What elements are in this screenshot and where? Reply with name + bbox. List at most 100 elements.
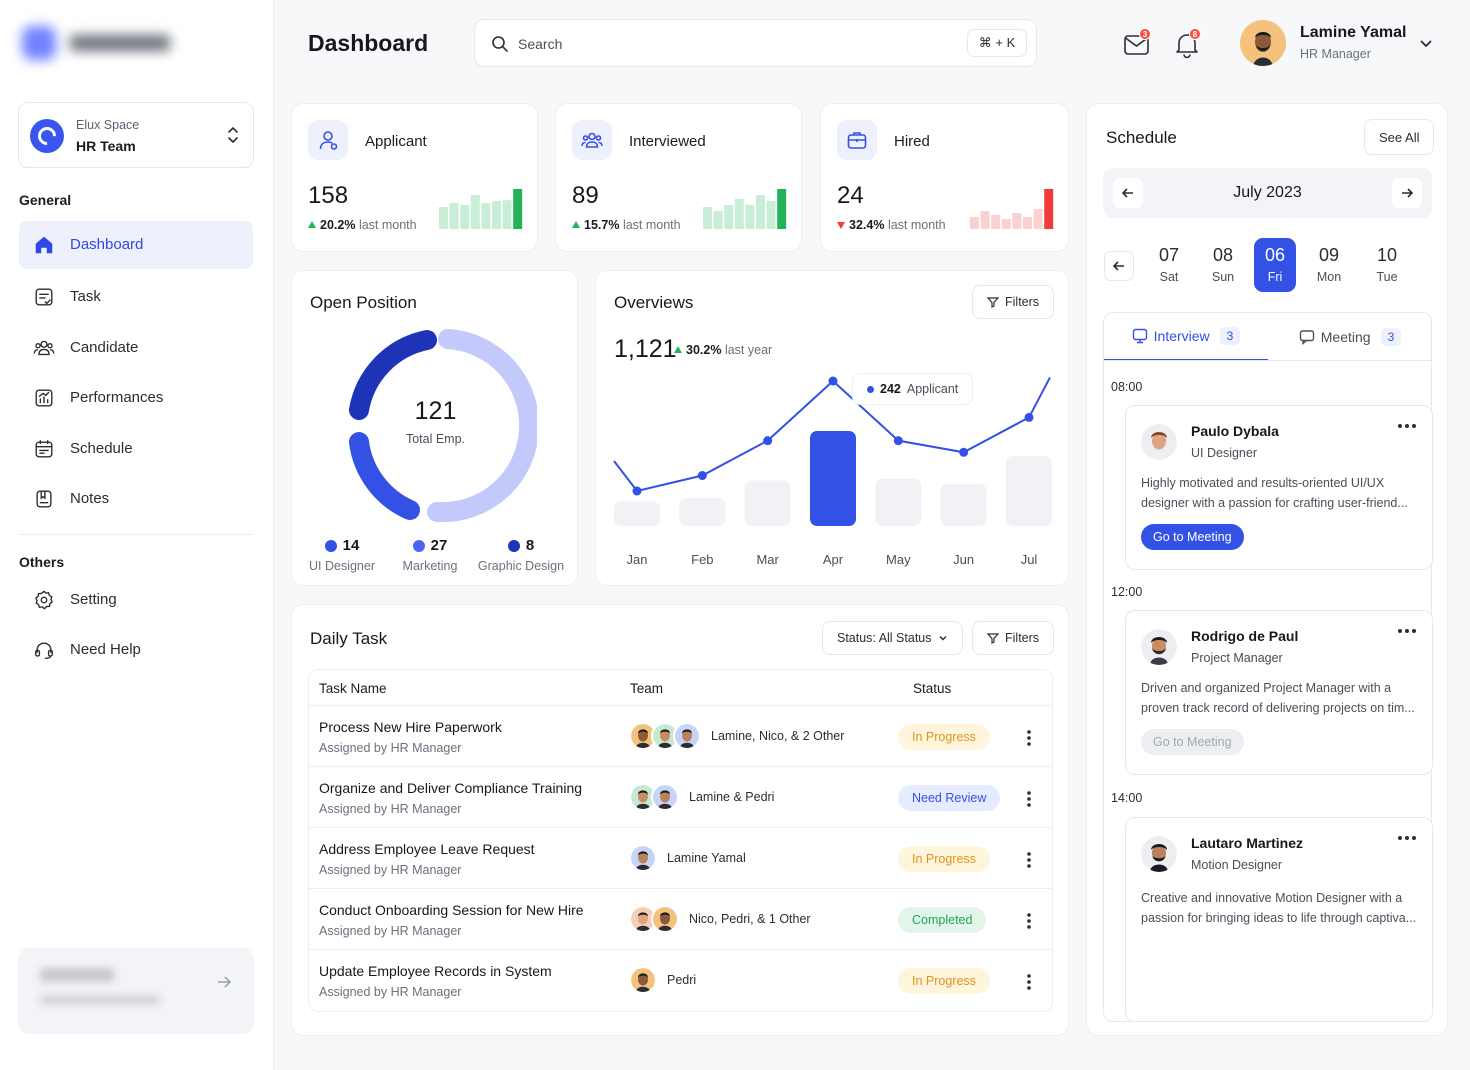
sidebar-item-label: Notes [70, 490, 110, 507]
user-name: Lamine Yamal [1300, 24, 1407, 41]
x-tick-label: Apr [823, 552, 844, 567]
sidebar-item-performances[interactable]: Performances [19, 374, 253, 422]
stat-title: Interviewed [629, 133, 706, 150]
sidebar-item-candidate[interactable]: Candidate [19, 324, 253, 372]
go-to-meeting-button[interactable]: Go to Meeting [1141, 524, 1244, 550]
status-badge: Need Review [898, 785, 1001, 811]
sidebar-item-label: Setting [70, 591, 117, 608]
donut-total: 121 [414, 397, 457, 425]
search-shortcut: ⌘ + K [967, 29, 1027, 57]
card-title: Schedule [1106, 128, 1177, 147]
sidebar-item-label: Candidate [70, 339, 139, 356]
user-avatar[interactable] [1240, 20, 1286, 66]
sidebar-item-need-help[interactable]: Need Help [19, 626, 253, 674]
more-vertical-icon[interactable] [1019, 789, 1039, 809]
time-label: 12:00 [1111, 585, 1143, 599]
data-point [1024, 412, 1034, 422]
next-month-button[interactable] [1392, 178, 1422, 208]
chart-bar [744, 480, 791, 526]
more-vertical-icon[interactable] [1019, 850, 1039, 870]
table-row[interactable]: Organize and Deliver Compliance Training… [309, 767, 1052, 828]
more-icon[interactable] [1397, 420, 1417, 432]
search-input[interactable]: Search ⌘ + K [474, 19, 1037, 67]
more-vertical-icon[interactable] [1019, 911, 1039, 931]
notification-badge: 8 [1189, 28, 1201, 40]
trend-up-icon [572, 221, 580, 228]
column-header: Status [913, 681, 952, 696]
day-item[interactable]: 09 Mon [1316, 245, 1342, 284]
task-assigned-by: Assigned by HR Manager [319, 985, 462, 999]
more-icon[interactable] [1397, 625, 1417, 637]
legend-graphic-design: 8 Graphic Design [477, 537, 565, 573]
daily-task-card: Daily Task Status: All Status Filters Ta… [291, 604, 1069, 1036]
time-label: 14:00 [1111, 791, 1143, 805]
sidebar-item-task[interactable]: Task [19, 273, 253, 321]
user-role: HR Manager [1300, 47, 1371, 61]
status-badge: In Progress [898, 846, 990, 872]
table-row[interactable]: Update Employee Records in System Assigne… [309, 950, 1052, 1011]
upgrade-card[interactable] [18, 948, 254, 1034]
spark-bar [980, 211, 990, 229]
avatar [629, 966, 657, 994]
sidebar-item-label: Need Help [70, 641, 141, 658]
overview-delta: 30.2% last year [674, 343, 772, 357]
spark-bar [724, 205, 734, 229]
more-vertical-icon[interactable] [1019, 728, 1039, 748]
stat-title: Applicant [365, 133, 427, 150]
tab-meeting[interactable]: Meeting 3 [1268, 313, 1432, 361]
day-item[interactable]: 10 Tue [1376, 245, 1398, 284]
sidebar-item-notes[interactable]: Notes [19, 475, 253, 523]
spark-bar [460, 205, 470, 229]
table-row[interactable]: Address Employee Leave Request Assigned b… [309, 828, 1052, 889]
person-role: UI Designer [1191, 446, 1257, 460]
filters-button[interactable]: Filters [972, 621, 1055, 655]
more-vertical-icon[interactable] [1019, 972, 1039, 992]
donut-total-label: Total Emp. [405, 432, 466, 446]
donut-segment-marketing [427, 329, 537, 523]
mail-icon[interactable] [1122, 30, 1152, 60]
schedule-tabs: Interview 3 Meeting 3 [1103, 312, 1432, 362]
more-icon[interactable] [1397, 832, 1417, 844]
spark-bar [1033, 209, 1043, 229]
go-to-meeting-button-disabled[interactable]: Go to Meeting [1141, 729, 1244, 755]
tab-interview[interactable]: Interview 3 [1104, 313, 1268, 361]
person-description: Creative and innovative Motion Designer … [1141, 891, 1417, 925]
spark-bar [745, 205, 755, 229]
sidebar-item-dashboard[interactable]: Dashboard [19, 221, 253, 269]
briefcase-icon [837, 120, 877, 160]
sidebar-item-label: Performances [70, 389, 164, 406]
filters-button[interactable]: Filters [972, 285, 1055, 319]
sidebar-item-schedule[interactable]: Schedule [19, 425, 253, 473]
overviews-card: Overviews Filters 1,121 30.2% last year … [595, 270, 1069, 586]
see-all-button[interactable]: See All [1364, 119, 1435, 155]
user-icon [308, 120, 348, 160]
day-item[interactable]: 07 Sat [1158, 245, 1180, 284]
legend-dot [324, 539, 337, 552]
prev-month-button[interactable] [1113, 178, 1143, 208]
chart-bar [875, 478, 922, 526]
person-name: Rodrigo de Paul [1191, 628, 1299, 644]
x-tick-label: Jan [627, 552, 648, 567]
prev-day-button[interactable] [1104, 251, 1134, 281]
avatar [1141, 629, 1177, 665]
spark-bar [970, 217, 979, 229]
spark-bar [1044, 189, 1054, 229]
brand-logo [20, 26, 180, 62]
avatar [651, 905, 679, 933]
day-item[interactable]: 08 Sun [1211, 245, 1235, 284]
stat-card-hired: Hired 24 32.4% last month [820, 103, 1069, 252]
meeting-card: Lautaro Martinez Motion Designer Creativ… [1125, 817, 1433, 1022]
workspace-switcher[interactable]: Elux Space HR Team [18, 102, 254, 168]
sparkline-bars [970, 189, 1054, 229]
sparkline-bars [439, 189, 523, 229]
day-item-selected[interactable]: 06 Fri [1254, 238, 1296, 292]
chevron-down-icon[interactable] [1419, 36, 1433, 50]
table-row[interactable]: Process New Hire Paperwork Assigned by HR… [309, 706, 1052, 767]
calendar-icon [35, 440, 53, 458]
stat-card-interviewed: Interviewed 89 15.7% last month [555, 103, 802, 252]
status-filter-dropdown[interactable]: Status: All Status [822, 621, 963, 655]
table-row[interactable]: Conduct Onboarding Session for New Hire A… [309, 889, 1052, 950]
team-avatars [629, 966, 657, 996]
page-title: Dashboard [308, 30, 429, 56]
sidebar-item-setting[interactable]: Setting [19, 576, 253, 624]
